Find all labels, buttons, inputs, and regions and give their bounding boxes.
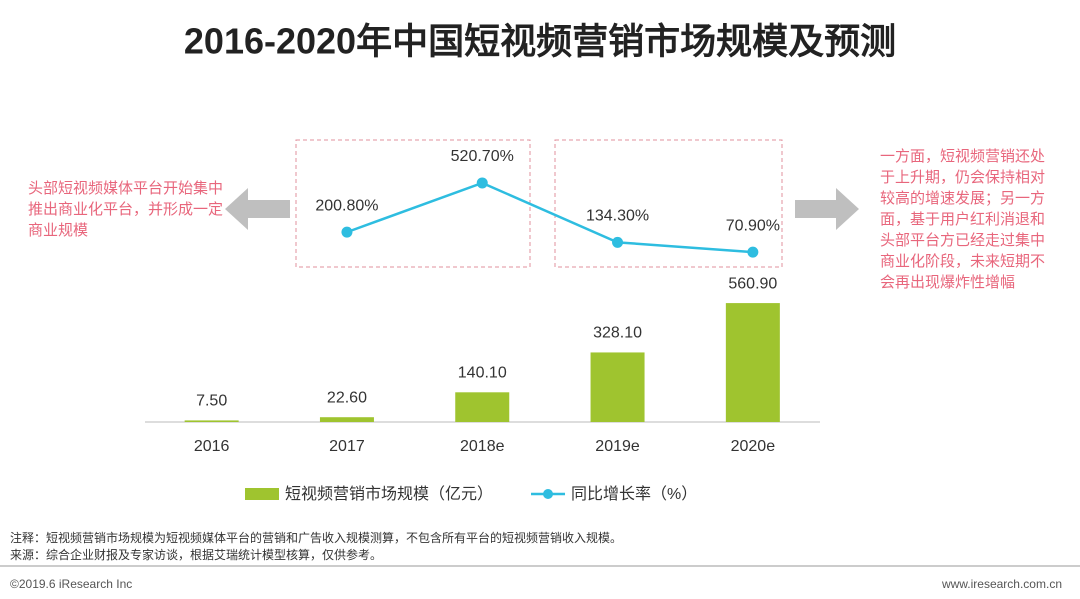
line [346,181,753,254]
legend-label: 同比增长率（%） [571,485,697,503]
line-point [612,236,624,248]
line-point [476,177,488,189]
data-label: 140.10 [458,365,507,382]
annotation: 头部短视频媒体平台开始集中推出商业化平台，并形成一定商业规模 [28,180,224,239]
x-tick-label: 2018e [460,438,505,455]
plot: 2016 2017 2018e 2019e 2020e 7.50 22.60 140.10 32… [145,148,820,503]
footer-left: ©2019.6 iResearch Inc [10,577,133,591]
x-tick-label: 2016 [194,438,230,455]
bar [319,417,374,422]
highlight-box [554,139,783,268]
x-tick-label: 2019e [595,438,640,455]
bar [184,420,239,422]
bar [455,392,510,422]
arrow-left [225,188,290,230]
legend-label: 短视频营销市场规模（亿元） [285,485,493,503]
note: 注释：短视频营销市场规模为短视频媒体平台的营销和广告收入规模测算，不包含所有平台… [10,531,623,545]
footer-right: www.iresearch.com.cn [941,577,1062,591]
chart-title: 2016-2020年中国短视频营销市场规模及预测 [184,21,896,62]
data-label: 200.80% [315,197,378,214]
data-label: 70.90% [726,217,780,234]
note: 来源：综合企业财报及专家访谈，根据艾瑞统计模型核算，仅供参考。 [10,548,383,562]
data-label: 520.70% [451,148,514,165]
data-label: 328.10 [593,325,642,342]
bar [590,352,645,422]
legend-swatch [245,488,279,500]
bar [725,303,780,422]
x-tick-label: 2020e [731,438,776,455]
data-label: 7.50 [196,393,227,410]
annotation: 一方面，短视频营销还处于上升期，仍会保持相对较高的增速发展；另一方面，基于用户红… [880,148,1046,291]
data-label: 560.90 [728,275,777,292]
data-label: 134.30% [586,208,649,225]
data-label: 22.60 [327,389,367,406]
legend-swatch [543,489,554,499]
line-point [747,246,759,258]
line-point [341,226,353,238]
arrow-right [795,188,859,230]
x-tick-label: 2017 [329,438,365,455]
